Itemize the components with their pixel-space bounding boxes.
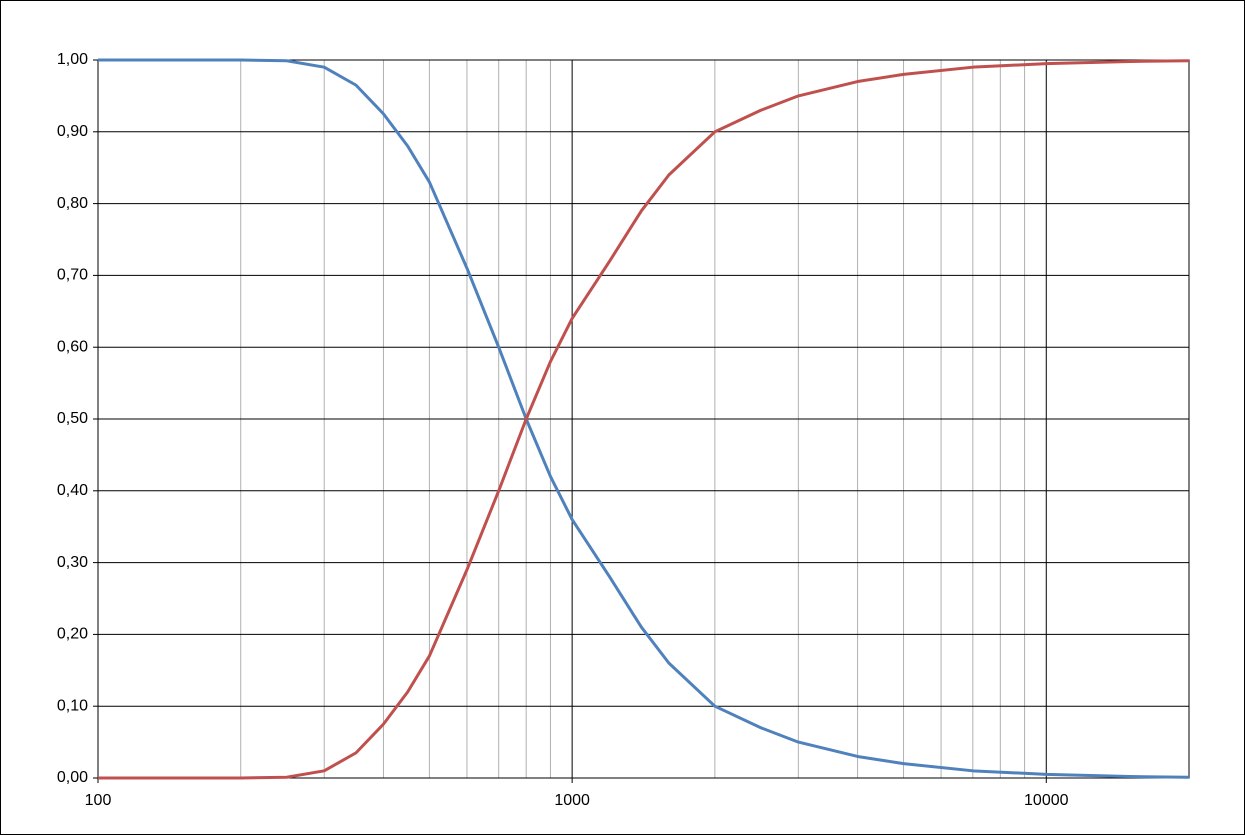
series-line [98,59,1190,780]
y-tick-label: 0,00 [57,769,88,786]
y-tick-label: 0,40 [57,482,88,499]
y-tick-label: 0,50 [57,410,88,427]
x-tick-label: 10000 [1024,792,1069,809]
y-tick-label: 0,60 [57,338,88,355]
y-tick-label: 0,80 [57,195,88,212]
y-tick-label: 1,00 [57,51,88,68]
y-tick-label: 0,90 [57,123,88,140]
y-tick-label: 0,20 [57,626,88,643]
y-tick-label: 0,10 [57,697,88,714]
y-tick-label: 0,70 [57,267,88,284]
series-line [98,58,1190,779]
x-tick-label: 100 [85,792,112,809]
y-tick-label: 0,30 [57,554,88,571]
plot-border [97,59,1190,779]
x-tick-label: 1000 [554,792,590,809]
